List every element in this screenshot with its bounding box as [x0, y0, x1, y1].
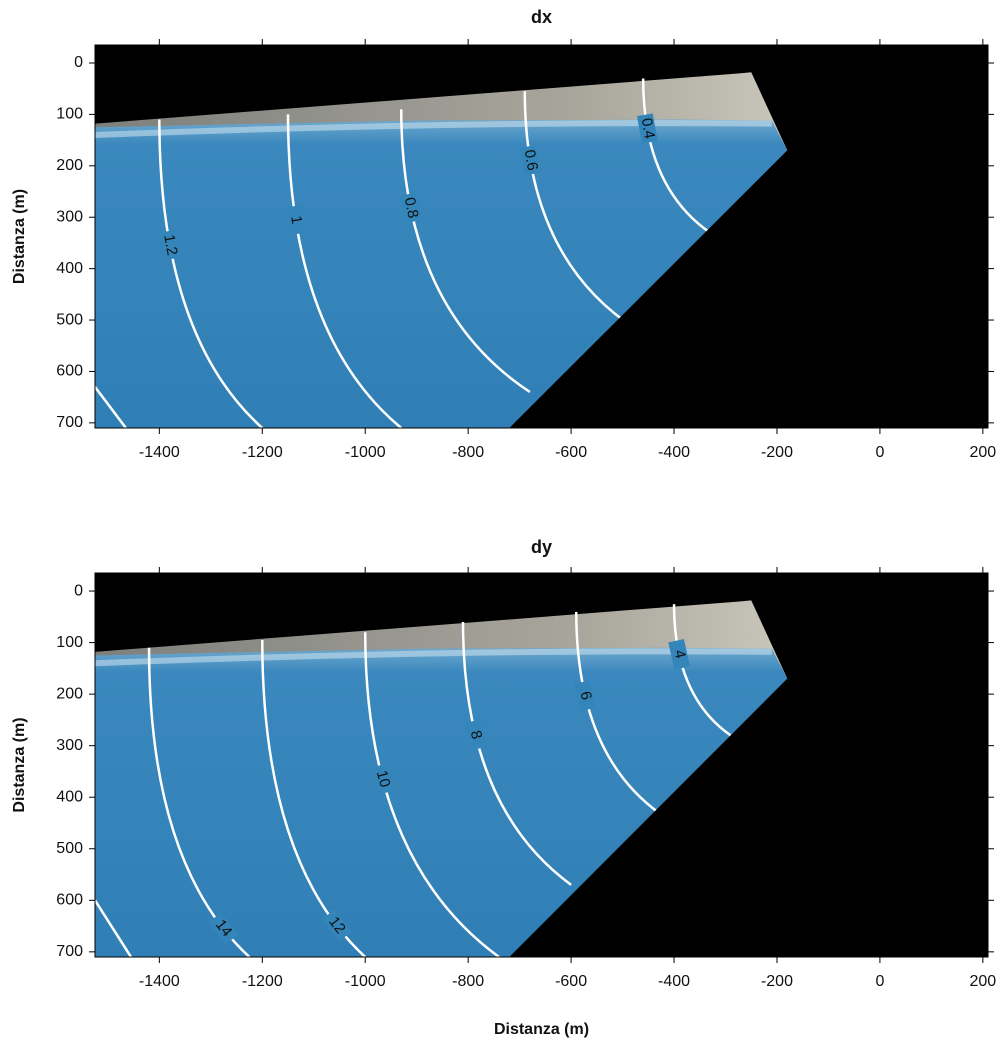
- x-tick-label: 0: [875, 973, 884, 990]
- x-tick-label: -600: [555, 444, 587, 461]
- x-tick-label: 200: [970, 444, 997, 461]
- x-tick-label: -1200: [242, 444, 283, 461]
- y-tick-label: 0: [74, 582, 83, 599]
- x-axis-label: Distanza (m): [494, 1021, 589, 1038]
- chart-title: dx: [531, 7, 552, 27]
- y-tick-label: 500: [56, 840, 83, 857]
- x-tick-label: -800: [452, 444, 484, 461]
- x-tick-label: -400: [658, 444, 690, 461]
- y-tick-label: 700: [56, 943, 83, 960]
- x-tick-label: -400: [658, 973, 690, 990]
- x-tick-label: -600: [555, 973, 587, 990]
- chart-title: dy: [531, 537, 552, 557]
- y-tick-label: 200: [56, 157, 83, 174]
- x-tick-label: -1400: [139, 973, 180, 990]
- y-tick-label: 200: [56, 685, 83, 702]
- panel: 1.210.80.60.4-1400-1200-1000-800-600-400…: [11, 7, 996, 461]
- y-tick-label: 300: [56, 208, 83, 225]
- contour-label: 0.4: [638, 117, 658, 141]
- y-axis-label: Distanza (m): [11, 189, 28, 284]
- y-tick-label: 500: [56, 311, 83, 328]
- x-tick-label: -1000: [345, 973, 386, 990]
- y-tick-label: 700: [56, 414, 83, 431]
- y-axis-label: Distanza (m): [11, 717, 28, 812]
- x-tick-label: -1000: [345, 444, 386, 461]
- y-tick-label: 600: [56, 892, 83, 909]
- x-tick-label: 0: [875, 444, 884, 461]
- y-tick-label: 100: [56, 634, 83, 651]
- x-tick-label: -800: [452, 973, 484, 990]
- x-tick-label: -200: [761, 444, 793, 461]
- y-tick-label: 100: [56, 106, 83, 123]
- x-tick-label: 200: [970, 973, 997, 990]
- y-tick-label: 0: [74, 54, 83, 71]
- y-tick-label: 600: [56, 363, 83, 380]
- x-tick-label: -1200: [242, 973, 283, 990]
- contour-label: 0.6: [521, 148, 541, 171]
- y-tick-label: 300: [56, 737, 83, 754]
- x-tick-label: -200: [761, 973, 793, 990]
- x-tick-label: -1400: [139, 444, 180, 461]
- figure: 1.210.80.60.4-1400-1200-1000-800-600-400…: [0, 0, 1003, 1045]
- y-tick-label: 400: [56, 260, 83, 277]
- y-tick-label: 400: [56, 788, 83, 805]
